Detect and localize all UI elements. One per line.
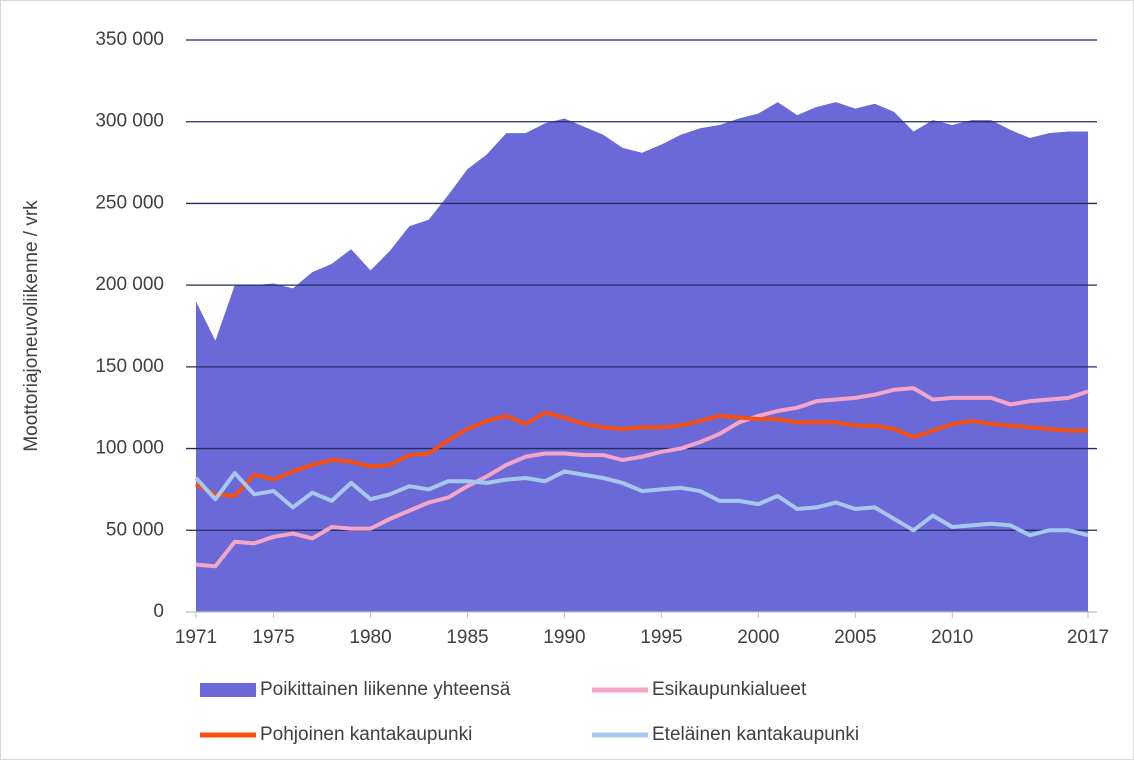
x-tick-label: 2017 [1067, 627, 1109, 648]
y-tick-label: 300 000 [95, 111, 164, 132]
x-tick-label: 1985 [446, 627, 488, 648]
y-tick-label: 150 000 [95, 356, 164, 377]
line [195, 386, 1089, 569]
legend-label: Pohjoinen kantakaupunki [260, 724, 472, 745]
y-tick-label: 250 000 [95, 192, 164, 213]
legend-label: Poikittainen liikenne yhteensä [260, 679, 511, 700]
area [196, 102, 1088, 613]
x-tick-label: 1980 [349, 627, 391, 648]
x-tick-label: 2005 [834, 627, 876, 648]
y-tick-label: 50 000 [106, 519, 164, 540]
line [195, 410, 1088, 498]
line [194, 469, 1089, 538]
x-tick-label: 1975 [252, 627, 294, 648]
legend-swatch [200, 683, 256, 697]
legend-label: Eteläinen kantakaupunki [652, 724, 859, 745]
y-tick-label: 200 000 [95, 274, 164, 295]
y-axis-label: Moottoriajoneuvoliikenne / vrk [21, 200, 42, 452]
y-tick-label: 100 000 [95, 438, 164, 459]
x-tick-label: 1971 [175, 627, 217, 648]
legend-label: Esikaupunkialueet [652, 679, 807, 700]
x-tick-label: 1990 [543, 627, 585, 648]
y-tick-label: 350 000 [95, 29, 164, 50]
x-tick-label: 2010 [931, 627, 973, 648]
x-tick-label: 1995 [640, 627, 682, 648]
x-tick-label: 2000 [737, 627, 779, 648]
y-tick-label: 0 [153, 601, 164, 622]
